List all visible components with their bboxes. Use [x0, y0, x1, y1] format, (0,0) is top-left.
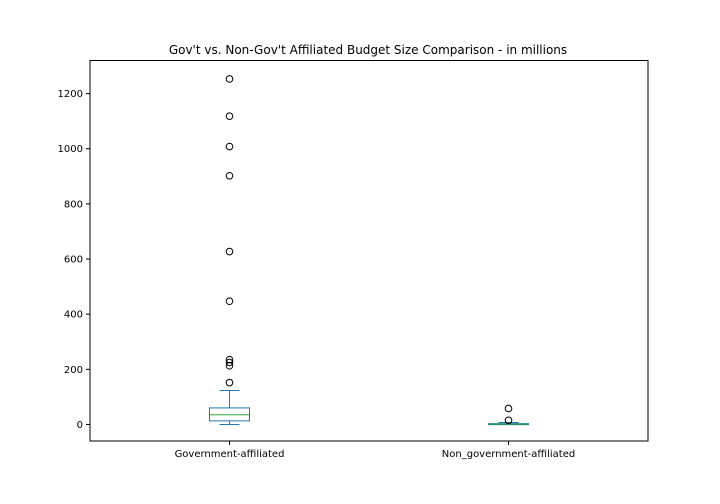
- plot-frame: [89, 60, 649, 442]
- outlier-point: [225, 112, 234, 120]
- outlier-point: [225, 378, 234, 387]
- y-tick-label: 1000: [58, 144, 83, 155]
- boxes: [209, 75, 529, 426]
- y-tick-label: 400: [64, 310, 83, 321]
- x-tick-label: Non_government-affiliated: [442, 449, 575, 460]
- x-tick-label: Government-affiliated: [175, 449, 285, 460]
- outlier-point: [225, 142, 234, 151]
- outlier-point: [225, 361, 234, 370]
- chart-title: Gov't vs. Non-Gov't Affiliated Budget Si…: [169, 43, 567, 57]
- outlier-point: [225, 297, 234, 306]
- y-tick-label: 1200: [58, 89, 83, 100]
- y-tick-label: 800: [64, 199, 83, 210]
- outlier-point: [504, 404, 513, 413]
- outlier-point: [225, 355, 234, 364]
- y-axis: 0 200 400 600 800 1000 1200: [58, 89, 90, 431]
- y-tick-label: 0: [77, 420, 83, 431]
- outlier-point: [504, 416, 513, 425]
- outlier-point: [225, 171, 234, 180]
- box-group: [488, 404, 529, 426]
- outlier-point: [225, 358, 234, 367]
- y-tick-label: 600: [64, 255, 83, 266]
- x-axis: Government-affiliated Non_government-affi…: [175, 441, 575, 460]
- y-tick-label: 200: [64, 365, 83, 376]
- outlier-point: [225, 75, 234, 83]
- outlier-point: [225, 247, 234, 256]
- box-group: [209, 75, 250, 425]
